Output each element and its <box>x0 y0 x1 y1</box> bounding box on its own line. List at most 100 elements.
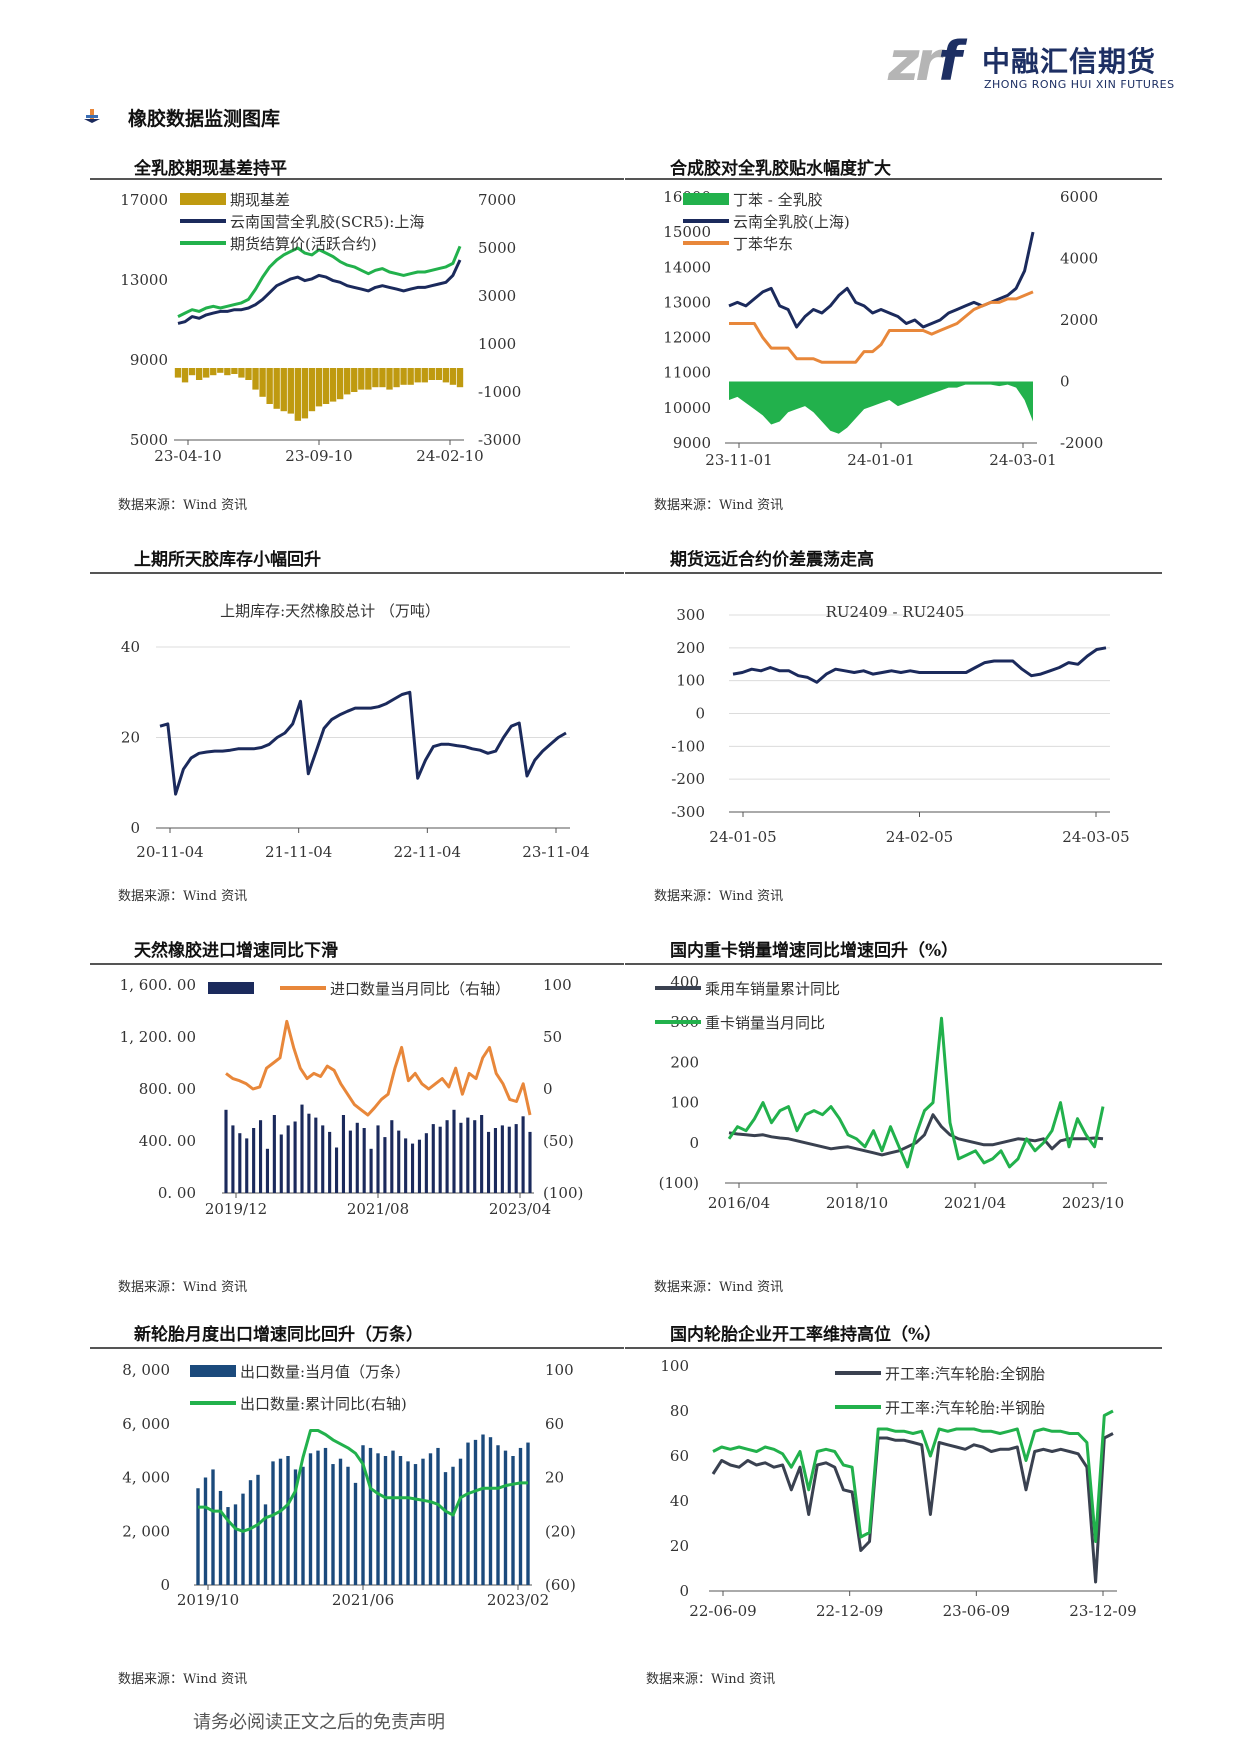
bar <box>355 1122 359 1193</box>
bar <box>413 1464 418 1585</box>
bar <box>421 1458 425 1585</box>
y-tick-label-right: -3000 <box>478 431 521 449</box>
y-tick-label-right: 0 <box>1060 373 1070 391</box>
y-tick-label-left: 0 <box>689 1134 699 1152</box>
bar <box>259 368 266 397</box>
legend-label: 云南全乳胶(上海) <box>733 213 850 231</box>
chart-title: 上期库存:天然橡胶总计 （万吨） <box>220 602 440 620</box>
y-tick-label-left: 0 <box>679 1582 689 1600</box>
legend-label: 乘用车销量累计同比 <box>705 980 840 998</box>
x-tick-label: 22-12-09 <box>816 1602 883 1620</box>
bar <box>528 1131 532 1193</box>
data-source: 数据来源：Wind 资讯 <box>654 889 784 904</box>
chart-rule <box>625 963 1162 965</box>
y-tick-label-right: -2000 <box>1060 434 1103 452</box>
y-tick-label-left: 0 <box>695 705 705 723</box>
y-tick-label-left: 100 <box>670 1094 699 1112</box>
bar <box>338 1458 343 1585</box>
chart-synthetic: 1600015000140001300012000110001000090006… <box>663 188 1103 469</box>
bar <box>452 1109 456 1193</box>
bar <box>224 368 231 376</box>
data-source: 数据来源：Wind 资讯 <box>118 1280 248 1295</box>
chart-rule <box>90 963 624 965</box>
bar <box>393 368 400 388</box>
chart-rule <box>90 1347 624 1349</box>
area-series <box>729 381 1033 434</box>
y-tick-label-left: 60 <box>670 1447 689 1465</box>
bar <box>329 368 337 402</box>
bar <box>331 1464 335 1585</box>
bar <box>410 1143 415 1193</box>
legend-label: 进口数量当月同比（右轴） <box>330 980 510 998</box>
y-tick-label-left: 2, 000 <box>122 1522 170 1540</box>
y-tick-label-left: 20 <box>121 729 140 747</box>
line-series <box>712 1409 1114 1543</box>
line-series <box>727 1016 1105 1169</box>
bar <box>481 1434 485 1585</box>
bar <box>344 368 351 395</box>
bar <box>362 1128 366 1193</box>
x-tick-label: 24-02-05 <box>886 828 953 846</box>
bar <box>372 368 379 388</box>
data-source: 数据来源：Wind 资讯 <box>118 889 248 904</box>
bar <box>224 1109 228 1193</box>
x-tick-label: 24-02-10 <box>416 447 483 465</box>
bar <box>390 1120 394 1193</box>
bar <box>271 1461 275 1585</box>
y-tick-label-left: -200 <box>671 770 705 788</box>
bar <box>466 1442 470 1585</box>
legend-swatch <box>180 193 226 205</box>
x-tick-label: 2021/04 <box>944 1194 1006 1212</box>
chart-import: 1, 600. 00 1, 200. 00 800. 00 400. 00 0. 00 1… <box>120 976 584 1218</box>
bar <box>273 368 280 409</box>
y-tick-label-left: 9000 <box>130 351 168 369</box>
chart-heading-synthetic: 合成胶对全乳胶贴水幅度扩大 <box>670 159 891 179</box>
x-tick-label: 23-09-10 <box>285 447 352 465</box>
bar <box>294 368 302 421</box>
bar <box>428 368 435 380</box>
bar <box>245 1138 249 1193</box>
x-tick-label: 23-04-10 <box>154 447 221 465</box>
company-logo: zrf 中融汇信期货 ZHONG RONG HUI XIN FUTURES <box>888 26 1188 96</box>
chart-rule <box>625 1347 1162 1349</box>
bar <box>217 368 224 373</box>
bar <box>323 1447 328 1585</box>
bar <box>211 1469 215 1585</box>
x-tick-label: 2016/04 <box>708 1194 770 1212</box>
bar <box>210 368 217 376</box>
bar <box>307 1113 311 1193</box>
line-series <box>225 1019 532 1117</box>
bar <box>203 368 210 378</box>
x-tick-label: 2023/04 <box>489 1200 551 1218</box>
bar <box>417 1139 422 1193</box>
y-tick-label-left: 100 <box>660 1357 689 1375</box>
bar <box>431 1124 435 1193</box>
bar <box>466 1117 470 1193</box>
y-tick-label-left: 15000 <box>663 223 711 241</box>
bar <box>308 1453 313 1585</box>
data-source: 数据来源：Wind 资讯 <box>646 1672 776 1687</box>
bar <box>265 1148 270 1193</box>
bar <box>376 1125 380 1193</box>
bar <box>414 368 421 383</box>
chart-heading-inventory: 上期所天胶库存小幅回升 <box>134 550 321 570</box>
bar <box>233 1504 238 1585</box>
x-tick-label: 2021/06 <box>332 1591 394 1609</box>
y-tick-label-left: 5000 <box>130 431 168 449</box>
legend-label: 出口数量:累计同比(右轴) <box>240 1395 407 1413</box>
bar <box>368 1447 373 1585</box>
y-tick-label-left: -100 <box>671 737 705 755</box>
y-tick-label-left: 0 <box>130 819 140 837</box>
bar <box>238 1133 242 1193</box>
bar <box>293 1469 298 1585</box>
bar <box>435 368 443 380</box>
chart-heading-trucks: 国内重卡销量增速同比增速回升（%） <box>670 941 959 961</box>
bar <box>315 368 323 407</box>
y-tick-label-left: 200 <box>676 639 705 657</box>
data-source: 数据来源：Wind 资讯 <box>118 1672 248 1687</box>
section-title: 橡胶数据监测图库 <box>128 108 281 130</box>
bar <box>493 1128 498 1193</box>
bar <box>287 368 294 414</box>
bar <box>278 1458 283 1585</box>
y-tick-label-left: (100) <box>659 1174 699 1192</box>
